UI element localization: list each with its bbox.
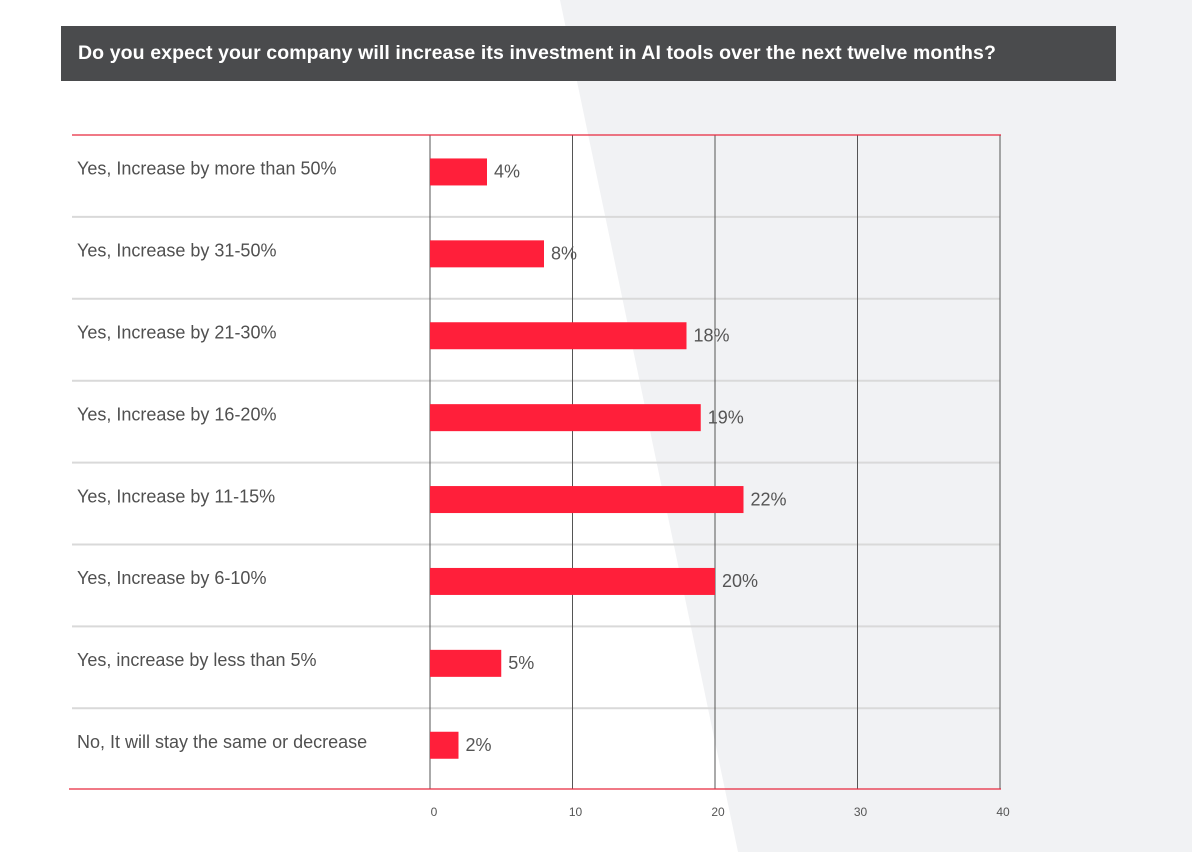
category-label: Yes, increase by less than 5% <box>77 650 316 670</box>
value-label: 2% <box>466 735 492 755</box>
bar <box>430 731 459 759</box>
bar <box>430 486 744 514</box>
bars <box>430 158 744 759</box>
value-label: 5% <box>508 653 534 673</box>
category-label: Yes, Increase by 11-15% <box>77 486 275 506</box>
value-label: 18% <box>694 326 730 346</box>
category-label: Yes, Increase by more than 50% <box>77 159 337 179</box>
x-axis-tick-labels: 0 10 20 30 40 <box>431 805 1010 819</box>
category-label: No, It will stay the same or decrease <box>77 732 367 752</box>
category-label: Yes, Increase by 6-10% <box>77 568 266 588</box>
category-label: Yes, Increase by 16-20% <box>77 404 276 424</box>
x-tick-label: 20 <box>711 805 725 819</box>
bar <box>430 567 715 595</box>
x-tick-label: 0 <box>431 805 438 819</box>
x-tick-label: 40 <box>996 805 1010 819</box>
category-labels: Yes, Increase by more than 50% Yes, Incre… <box>77 159 367 752</box>
row-dividers <box>72 215 1000 710</box>
x-tick-label: 30 <box>854 805 868 819</box>
category-label: Yes, Increase by 21-30% <box>77 323 276 343</box>
value-label: 19% <box>708 407 744 427</box>
chart-frame <box>69 134 1001 790</box>
bar <box>430 322 687 350</box>
title-bar: Do you expect your company will increase… <box>61 26 1116 81</box>
bar <box>430 158 487 186</box>
value-label: 8% <box>551 244 577 264</box>
value-label: 20% <box>722 571 758 591</box>
bar <box>430 240 544 268</box>
bar <box>430 404 701 432</box>
value-label: 22% <box>751 489 787 509</box>
category-label: Yes, Increase by 31-50% <box>77 241 276 261</box>
bar <box>430 649 502 677</box>
value-labels: 4% 8% 18% 19% 22% 20% 5% 2% <box>466 162 787 755</box>
value-label: 4% <box>494 162 520 182</box>
chart-title: Do you expect your company will increase… <box>78 42 997 64</box>
x-tick-label: 10 <box>569 805 583 819</box>
